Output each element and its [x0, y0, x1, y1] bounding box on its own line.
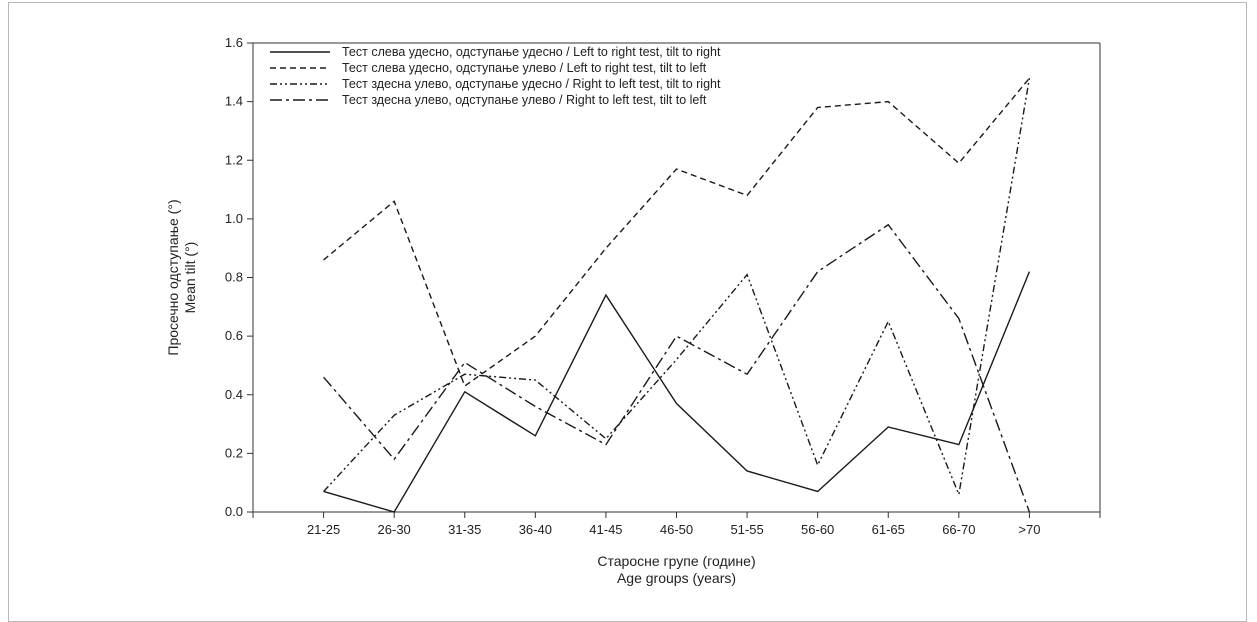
legend-label-3: Тест здесна улево, одступање удесно / Ri… [342, 77, 721, 91]
legend-label-4: Тест здесна улево, одступање улево / Rig… [342, 93, 707, 107]
chart-axes [252, 42, 1101, 513]
x-tick-label: 26-30 [378, 522, 411, 537]
x-tick-label: 41-45 [589, 522, 622, 537]
x-axis-title-line-2: Age groups (years) [617, 570, 736, 586]
x-tick-label: 21-25 [307, 522, 340, 537]
series-line-3 [323, 78, 1031, 497]
x-axis-title-line-1: Старосне групе (године) [597, 553, 755, 569]
series-line-4 [323, 223, 1031, 513]
series-lines [323, 77, 1031, 513]
x-tick-label: 61-65 [872, 522, 905, 537]
y-ticks: 0.0 0.2 0.4 0.6 0.8 1.0 1.2 1.4 1.6 [225, 35, 253, 519]
y-axis-title-line-1: Просечно одступање (°) [165, 199, 181, 355]
x-tick-label: >70 [1018, 522, 1040, 537]
x-tick-label: 51-55 [730, 522, 763, 537]
x-tick-label: 56-60 [801, 522, 834, 537]
series-line-1 [323, 271, 1031, 513]
y-axis-title: Просечно одступање (°) Mean tilt (°) [165, 199, 198, 355]
x-axis-title: Старосне групе (године) Age groups (year… [597, 553, 755, 586]
y-tick-label: 0.6 [225, 328, 243, 343]
y-tick-label: 1.6 [225, 35, 243, 50]
y-tick-label: 0.8 [225, 270, 243, 285]
y-tick-label: 0.4 [225, 387, 243, 402]
series-line-2 [323, 77, 1030, 388]
x-tick-label: 66-70 [942, 522, 975, 537]
legend-label-1: Тест слева удесно, одступање удесно / Le… [342, 45, 721, 59]
y-axis-title-line-2: Mean tilt (°) [182, 242, 198, 314]
y-tick-label: 1.2 [225, 152, 243, 167]
y-tick-label: 0.2 [225, 445, 243, 460]
y-tick-label: 1.4 [225, 94, 243, 109]
line-chart: 0.0 0.2 0.4 0.6 0.8 1.0 1.2 1.4 1.6 21-25 26-30 31… [165, 35, 1101, 586]
x-tick-label: 31-35 [448, 522, 481, 537]
y-tick-label: 1.0 [225, 211, 243, 226]
x-tick-label: 46-50 [660, 522, 693, 537]
x-ticks: 21-25 26-30 31-35 36-40 41-45 46-50 51-55 56-60… [252, 512, 1101, 537]
legend: Тест слева удесно, одступање удесно / Le… [270, 45, 721, 107]
x-tick-label: 36-40 [519, 522, 552, 537]
legend-label-2: Тест слева удесно, одступање улево / Lef… [342, 61, 707, 75]
y-tick-label: 0.0 [225, 504, 243, 519]
